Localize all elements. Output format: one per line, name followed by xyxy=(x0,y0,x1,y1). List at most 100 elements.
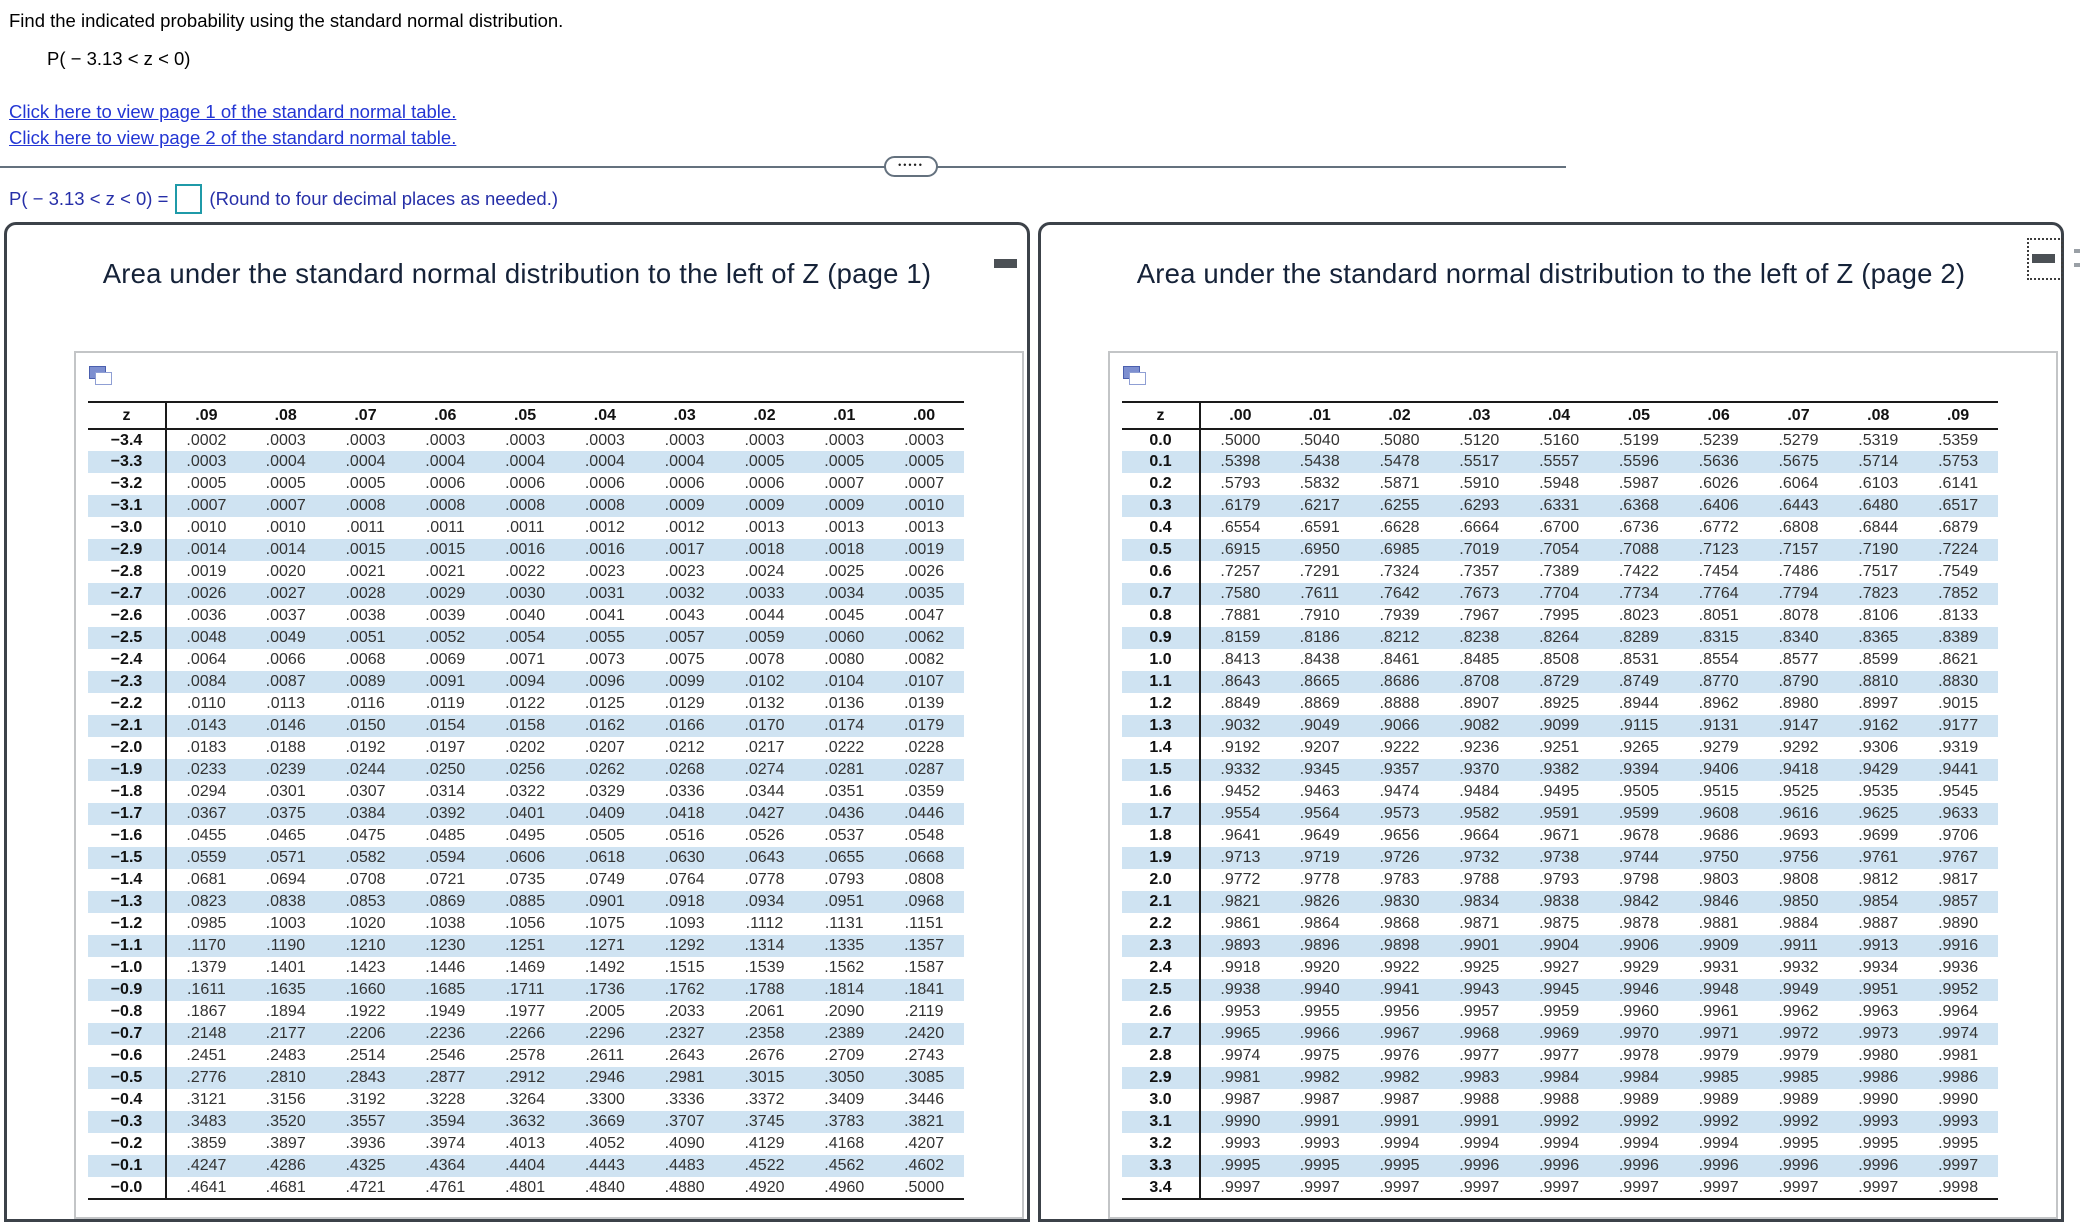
copy-icon[interactable] xyxy=(88,366,114,388)
link-table-page2[interactable]: Click here to view page 2 of the standar… xyxy=(9,127,457,148)
probability-cell: .9756 xyxy=(1778,849,1819,866)
table-row: 2.3 .9893 .9896 .9898 .9901 .9904 .9906 .9909 .9… xyxy=(1122,935,1998,957)
probability-cell: .9991 xyxy=(1459,1113,1500,1130)
probability-cell: .3228 xyxy=(425,1091,466,1108)
probability-cell: .2327 xyxy=(664,1025,705,1042)
probability-cell: .2709 xyxy=(824,1047,865,1064)
z-value: −0.3 xyxy=(88,1111,167,1133)
column-header: .03 xyxy=(644,401,725,430)
probability-cell: .0014 xyxy=(186,541,227,558)
table-row: 1.9 .9713 .9719 .9726 .9732 .9738 .9744 .9750 .9… xyxy=(1122,847,1998,869)
probability-cell: .3372 xyxy=(744,1091,785,1108)
link-table-page1[interactable]: Click here to view page 1 of the standar… xyxy=(9,101,457,122)
probability-cell: .9564 xyxy=(1299,805,1340,822)
probability-cell: .1922 xyxy=(345,1003,386,1020)
probability-cell: .1562 xyxy=(824,959,865,976)
probability-cell: .9953 xyxy=(1220,1003,1261,1020)
probability-cell: .3192 xyxy=(345,1091,386,1108)
probability-cell: .6217 xyxy=(1299,497,1340,514)
table-row: 1.7 .9554 .9564 .9573 .9582 .9591 .9599 .9608 .9… xyxy=(1122,803,1998,825)
probability-cell: .9994 xyxy=(1698,1135,1739,1152)
probability-cell: .3336 xyxy=(664,1091,705,1108)
probability-cell: .0526 xyxy=(744,827,785,844)
probability-cell: .0301 xyxy=(265,783,306,800)
probability-cell: .5000 xyxy=(1220,431,1261,449)
probability-cell: .5714 xyxy=(1858,453,1899,470)
probability-cell: .0003 xyxy=(824,431,865,449)
copy-icon[interactable] xyxy=(1122,366,1148,388)
probability-cell: .9987 xyxy=(1299,1091,1340,1108)
probability-cell: .0174 xyxy=(824,717,865,734)
probability-cell: .9995 xyxy=(1778,1135,1819,1152)
probability-cell: .3121 xyxy=(186,1091,227,1108)
probability-cell: .0021 xyxy=(425,563,466,580)
probability-cell: .0007 xyxy=(265,497,306,514)
probability-cell: .9966 xyxy=(1299,1025,1340,1042)
probability-cell: .0559 xyxy=(186,849,227,866)
probability-cell: .0268 xyxy=(664,761,705,778)
probability-cell: .0006 xyxy=(425,475,466,492)
splitter-handle[interactable]: ••••• xyxy=(884,156,938,177)
probability-cell: .9992 xyxy=(1539,1113,1580,1130)
probability-cell: .3050 xyxy=(824,1069,865,1086)
probability-cell: .6736 xyxy=(1618,519,1659,536)
probability-cell: .0034 xyxy=(824,585,865,602)
probability-cell: .8962 xyxy=(1698,695,1739,712)
probability-cell: .8438 xyxy=(1299,651,1340,668)
z-value: −1.1 xyxy=(88,935,167,957)
probability-cell: .0016 xyxy=(505,541,546,558)
probability-cell: .0162 xyxy=(584,717,625,734)
probability-cell: .9846 xyxy=(1698,893,1739,910)
answer-row: P( − 3.13 < z < 0) = (Round to four deci… xyxy=(9,184,558,214)
probability-cell: .3859 xyxy=(186,1135,227,1152)
probability-cell: .9955 xyxy=(1299,1003,1340,1020)
probability-cell: .0003 xyxy=(345,431,386,449)
probability-cell: .0314 xyxy=(425,783,466,800)
probability-cell: .0089 xyxy=(345,673,386,690)
probability-cell: .5753 xyxy=(1938,453,1979,470)
probability-cell: .9927 xyxy=(1539,959,1580,976)
probability-cell: .0011 xyxy=(505,519,545,536)
probability-cell: .9991 xyxy=(1379,1113,1420,1130)
probability-cell: .0054 xyxy=(505,629,546,646)
probability-cell: .9964 xyxy=(1938,1003,1979,1020)
answer-input[interactable] xyxy=(175,184,203,214)
column-header: .08 xyxy=(245,401,326,430)
z-value: −3.4 xyxy=(88,429,167,451)
probability-cell: .0307 xyxy=(345,783,386,800)
probability-cell: .5199 xyxy=(1618,431,1659,449)
probability-cell: .9535 xyxy=(1858,783,1899,800)
probability-cell: .3707 xyxy=(664,1113,705,1130)
probability-cell: .0013 xyxy=(744,519,785,536)
probability-cell: .8413 xyxy=(1220,651,1261,668)
probability-cell: .0548 xyxy=(904,827,945,844)
probability-cell: .6664 xyxy=(1459,519,1500,536)
probability-cell: .9370 xyxy=(1459,761,1500,778)
probability-cell: .9995 xyxy=(1220,1157,1261,1174)
probability-cell: .5832 xyxy=(1299,475,1340,492)
probability-cell: .0013 xyxy=(824,519,865,536)
probability-cell: .4761 xyxy=(405,1177,486,1200)
probability-cell: .3446 xyxy=(904,1091,945,1108)
probability-cell: .9987 xyxy=(1379,1091,1420,1108)
probability-cell: .2148 xyxy=(186,1025,227,1042)
probability-cell: .9115 xyxy=(1619,717,1659,734)
probability-cell: .0033 xyxy=(744,585,785,602)
probability-cell: .7910 xyxy=(1299,607,1340,624)
probability-cell: .0007 xyxy=(824,475,865,492)
z-value: 2.8 xyxy=(1122,1045,1201,1067)
probability-cell: .4207 xyxy=(904,1135,945,1152)
probability-cell: .4443 xyxy=(584,1157,625,1174)
minimize-icon[interactable] xyxy=(994,259,1017,268)
column-header: .03 xyxy=(1439,401,1520,430)
probability-cell: .0571 xyxy=(265,849,306,866)
probability-cell: .8315 xyxy=(1698,629,1739,646)
probability-cell: .0060 xyxy=(824,629,865,646)
probability-cell: .0143 xyxy=(186,717,227,734)
probability-cell: .9959 xyxy=(1539,1003,1580,1020)
minimize-button-focused[interactable] xyxy=(2027,238,2063,280)
probability-cell: .9997 xyxy=(1279,1177,1360,1200)
table-row: 2.0 .9772 .9778 .9783 .9788 .9793 .9798 .9803 .9… xyxy=(1122,869,1998,891)
probability-cell: .9990 xyxy=(1220,1113,1261,1130)
probability-cell: .0207 xyxy=(584,739,625,756)
